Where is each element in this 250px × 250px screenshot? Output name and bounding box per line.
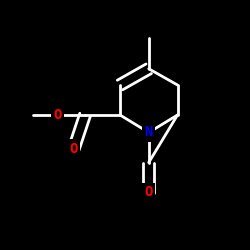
- Text: O: O: [144, 186, 153, 200]
- Text: N: N: [144, 126, 153, 140]
- Text: O: O: [53, 108, 62, 122]
- Text: O: O: [70, 142, 78, 156]
